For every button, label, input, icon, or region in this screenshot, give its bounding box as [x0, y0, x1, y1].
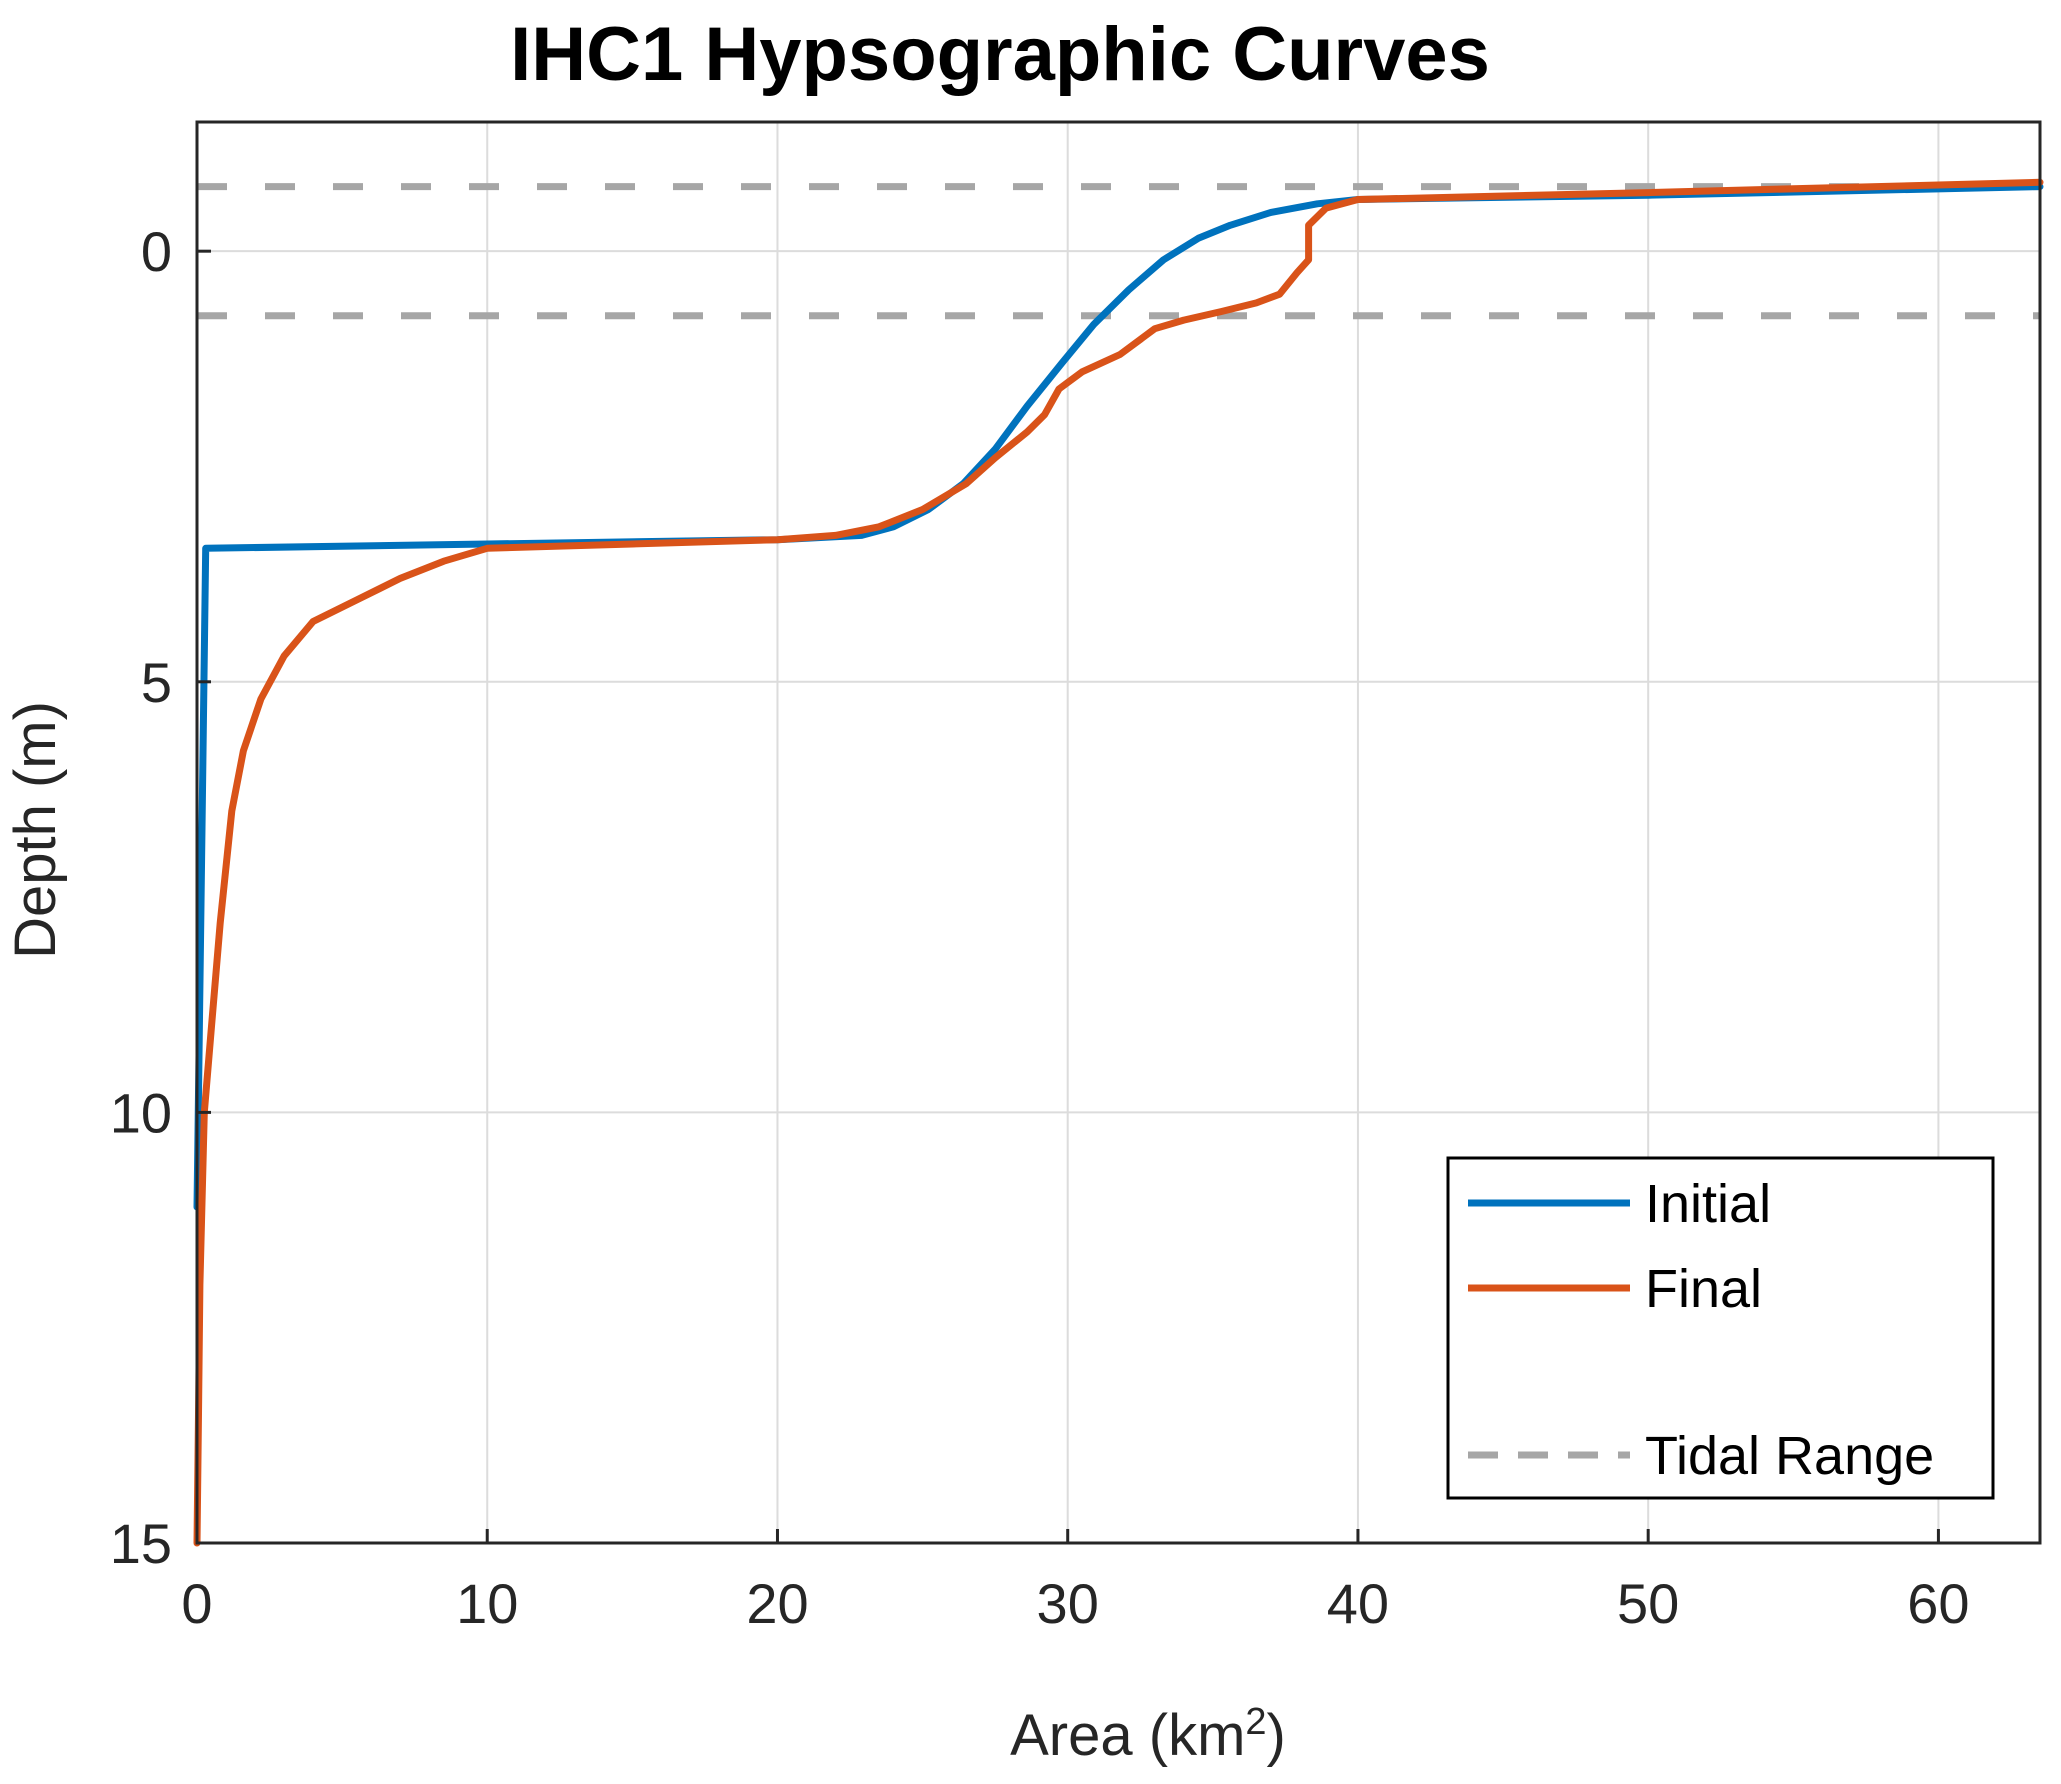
x-axis-label: Area (km2) — [1010, 1701, 1286, 1768]
legend-label-initial: Initial — [1645, 1174, 1771, 1234]
y-axis-ticks: 0 5 10 15 — [110, 220, 211, 1575]
x-axis-label-close: ) — [1267, 1703, 1286, 1768]
x-axis-label-main: Area (km — [1010, 1703, 1245, 1768]
axes-box — [195, 120, 2042, 1545]
x-tick-label: 10 — [456, 1572, 518, 1635]
x-axis-ticks: 0 10 20 30 40 50 60 — [181, 1529, 1970, 1635]
legend-label-tidal-range: Tidal Range — [1645, 1426, 1934, 1486]
x-tick-label: 0 — [181, 1572, 212, 1635]
y-tick-label: 15 — [110, 1512, 172, 1575]
y-tick-label: 0 — [141, 220, 172, 283]
y-axis-label: Depth (m) — [3, 701, 68, 959]
x-tick-label: 60 — [1907, 1572, 1969, 1635]
series-line-final — [193, 178, 2044, 1547]
legend: Initial Final Tidal Range — [1446, 1156, 1995, 1500]
x-tick-label: 40 — [1327, 1572, 1389, 1635]
chart-title: IHC1 Hypsographic Curves — [510, 12, 1490, 97]
y-tick-label: 10 — [110, 1081, 172, 1144]
x-tick-label: 30 — [1037, 1572, 1099, 1635]
x-tick-label: 50 — [1617, 1572, 1679, 1635]
y-tick-label: 5 — [141, 651, 172, 714]
x-axis-label-superscript: 2 — [1245, 1701, 1266, 1743]
x-tick-label: 20 — [746, 1572, 808, 1635]
legend-box — [1446, 1156, 1995, 1500]
legend-label-final: Final — [1645, 1259, 1762, 1319]
series-line-initial — [193, 183, 2044, 1211]
curves — [193, 178, 2044, 1547]
